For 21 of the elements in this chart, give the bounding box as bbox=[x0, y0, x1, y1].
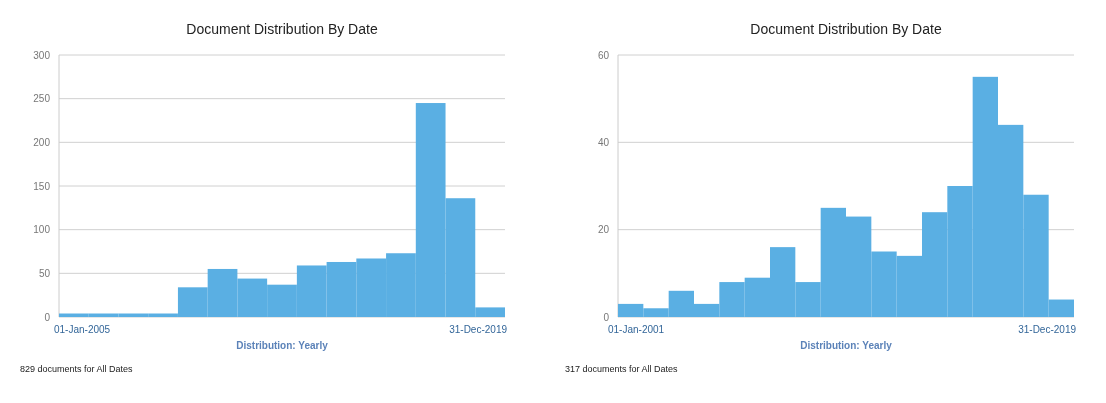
chart-title: Document Distribution By Date bbox=[750, 21, 942, 37]
y-tick-label: 40 bbox=[597, 136, 610, 148]
y-tick-label: 200 bbox=[33, 136, 51, 148]
chart-title: Document Distribution By Date bbox=[186, 21, 378, 37]
y-tick-label: 150 bbox=[33, 180, 51, 192]
y-tick-label: 0 bbox=[603, 311, 610, 323]
y-tick-label: 0 bbox=[44, 311, 51, 323]
y-tick-label: 20 bbox=[597, 224, 610, 236]
text: 01-Jan-2001 bbox=[608, 324, 665, 335]
y-tick-label: 100 bbox=[33, 224, 51, 236]
text: 317 documents for All Dates bbox=[565, 364, 679, 374]
x-axis-title: Distribution: Yearly bbox=[236, 340, 329, 351]
text: 829 documents for All Dates bbox=[20, 364, 134, 374]
text: 31-Dec-2019 bbox=[449, 324, 508, 335]
y-tick-label: 250 bbox=[33, 93, 51, 105]
x-axis-title: Distribution: Yearly bbox=[800, 340, 893, 351]
y-tick-label: 300 bbox=[33, 49, 51, 61]
y-tick-label: 50 bbox=[38, 267, 51, 279]
y-tick-label: 60 bbox=[597, 49, 610, 61]
text: 01-Jan-2005 bbox=[54, 324, 111, 335]
text: 31-Dec-2019 bbox=[1018, 324, 1077, 335]
